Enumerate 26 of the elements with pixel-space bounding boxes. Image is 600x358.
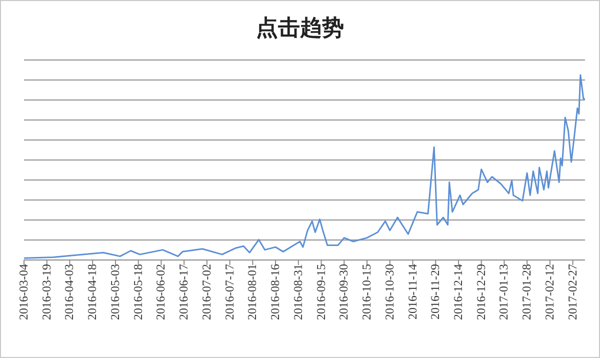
x-tick-label: 2016-06-02 [154,264,168,320]
x-tick-label: 2016-04-03 [62,264,76,320]
x-tick-label: 2017-01-13 [496,264,511,320]
chart-title: 点击趋势 [255,14,345,42]
x-tick-label: 2016-09-15 [314,264,328,320]
x-tick-label: 2016-03-19 [39,264,54,320]
x-tick-label: 2017-02-12 [542,264,556,320]
x-tick-label: 2016-03-04 [16,264,31,320]
x-tick-label: 2016-11-14 [405,264,420,320]
x-tick-label: 2016-05-18 [130,264,145,320]
x-tick-label: 2016-10-30 [382,264,396,320]
x-tick-label: 2017-02-27 [565,264,580,320]
x-tick-label: 2016-04-18 [85,264,100,320]
x-tick-label: 2016-06-17 [176,264,191,320]
x-tick-label: 2016-05-03 [108,264,122,320]
x-tick-label: 2016-07-17 [222,264,236,320]
x-tick-label: 2016-12-14 [450,264,465,320]
x-tick-label: 2016-08-16 [268,264,282,320]
x-tick-label: 2016-12-29 [474,264,488,320]
x-tick-label: 2016-08-31 [290,264,305,320]
x-tick-label: 2016-07-02 [199,264,214,320]
x-tick-label: 2016-09-30 [336,264,351,320]
x-tick-label: 2016-10-15 [360,264,374,320]
x-tick-label: 2016-08-01 [245,264,260,320]
x-tick-label: 2017-01-28 [520,264,534,320]
x-tick-label: 2016-11-29 [428,264,442,320]
